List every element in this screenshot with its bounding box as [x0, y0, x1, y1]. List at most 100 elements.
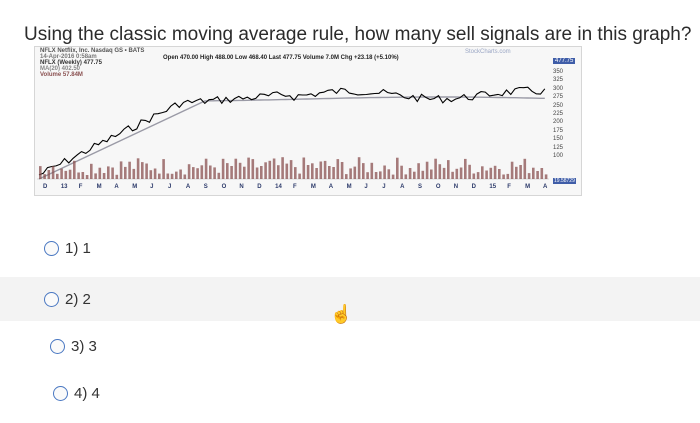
volume-bar [166, 173, 170, 179]
volume-bar [183, 174, 187, 179]
ma-legend: MA(20) 402.50 [40, 66, 81, 72]
volume-bar [315, 168, 318, 179]
price-tick: 150 [553, 136, 564, 143]
price-tick: 125 [553, 144, 564, 151]
volume-bar [39, 166, 42, 179]
volume-bar [226, 163, 229, 179]
month-tick: D [43, 184, 48, 190]
volume-bar [264, 162, 267, 179]
volume-bar [434, 158, 437, 179]
month-tick: J [150, 184, 154, 190]
question-text: Using the classic moving average rule, h… [24, 24, 692, 45]
volume-bar [540, 168, 544, 179]
option-label: 3) 3 [71, 338, 97, 355]
volume-bar [328, 166, 331, 179]
option-4[interactable]: 4) 4 [53, 385, 100, 402]
volume-bar [366, 172, 369, 179]
volume-bar [425, 161, 429, 179]
month-tick: 13 [60, 184, 68, 190]
volume-bar [124, 166, 127, 179]
stock-chart: NFLX Netflix, Inc. Nasdaq GS • BATS 14-A… [34, 46, 582, 196]
volume-bar [383, 165, 386, 179]
volume-bar [209, 165, 212, 179]
option-3[interactable]: 3) 3 [50, 338, 97, 355]
volume-bar [268, 160, 272, 179]
volume-bar [85, 175, 89, 179]
month-tick: N [239, 184, 244, 190]
volume-bar [90, 163, 93, 179]
volume-bar [447, 160, 450, 179]
volume-bar [102, 173, 106, 179]
price-tick: 275 [553, 94, 564, 101]
volume-bar [158, 173, 161, 179]
volume-bar [81, 172, 85, 179]
volume-bar [73, 160, 76, 179]
volume-bar [481, 166, 484, 179]
volume-bar [306, 165, 310, 179]
option-2-highlight [0, 277, 700, 321]
price-tick: 350 [553, 69, 564, 75]
volume-bar [345, 174, 348, 179]
volume-bar [485, 170, 488, 179]
volume-bar [493, 165, 497, 179]
volume-bar [527, 173, 531, 179]
month-tick: M [310, 184, 316, 190]
volume-bar [149, 170, 153, 179]
volume-bar [459, 167, 463, 179]
volume-bar [302, 157, 306, 179]
volume-bar [145, 163, 148, 179]
radio-button[interactable] [44, 292, 59, 307]
volume-bar [192, 167, 195, 179]
option-2[interactable]: 2) 2 [44, 291, 91, 308]
radio-button[interactable] [50, 339, 65, 354]
month-tick: J [364, 184, 368, 190]
volume-bar [51, 166, 55, 179]
month-tick: N [453, 184, 459, 190]
volume-bar [234, 158, 238, 179]
price-line [38, 86, 546, 176]
volume-bar [47, 170, 51, 179]
option-1[interactable]: 1) 1 [44, 240, 91, 257]
month-tick: O [435, 184, 441, 190]
volume-bar [489, 167, 493, 179]
volume-bar [311, 163, 314, 179]
volume-bar [498, 169, 501, 179]
quote-line: Open 470.00 High 488.00 Low 468.40 Last … [163, 55, 399, 61]
volume-bar [536, 171, 539, 179]
volume-bar [107, 166, 110, 179]
volume-bar [255, 167, 259, 179]
volume-bar [60, 168, 63, 179]
volume-bar [349, 168, 352, 179]
volume-bar [153, 168, 157, 179]
volume-bar [238, 162, 242, 179]
volume-bar [115, 174, 119, 179]
volume-bar [387, 169, 391, 179]
volume-bar [272, 158, 276, 179]
volume-bar [217, 172, 221, 179]
volume-bar [204, 158, 208, 179]
hand-cursor-icon: ☝ [330, 304, 353, 324]
volume-bar [187, 164, 191, 179]
volume-bar [128, 161, 131, 179]
volume-bar [43, 174, 46, 179]
radio-button[interactable] [44, 241, 59, 256]
volume-bar [56, 173, 59, 179]
volume-bar [519, 165, 522, 179]
volume-bar [68, 169, 72, 179]
volume-bar [162, 159, 165, 179]
ticker-line: NFLX Netflix, Inc. Nasdaq GS • BATS [40, 48, 145, 54]
month-tick: 15 [489, 184, 497, 190]
volume-bar [506, 173, 510, 179]
volume-bar [281, 157, 284, 179]
volume-bar [230, 166, 233, 179]
volume-bar [370, 162, 374, 179]
volume-bar [374, 172, 378, 179]
radio-button[interactable] [53, 386, 68, 401]
month-tick: M [96, 184, 102, 190]
month-tick: A [185, 184, 191, 190]
volume-bars [39, 157, 548, 179]
price-tick: 200 [553, 119, 564, 126]
month-tick: A [543, 184, 548, 190]
volume-bar [464, 158, 467, 179]
month-tick: O [221, 184, 227, 190]
